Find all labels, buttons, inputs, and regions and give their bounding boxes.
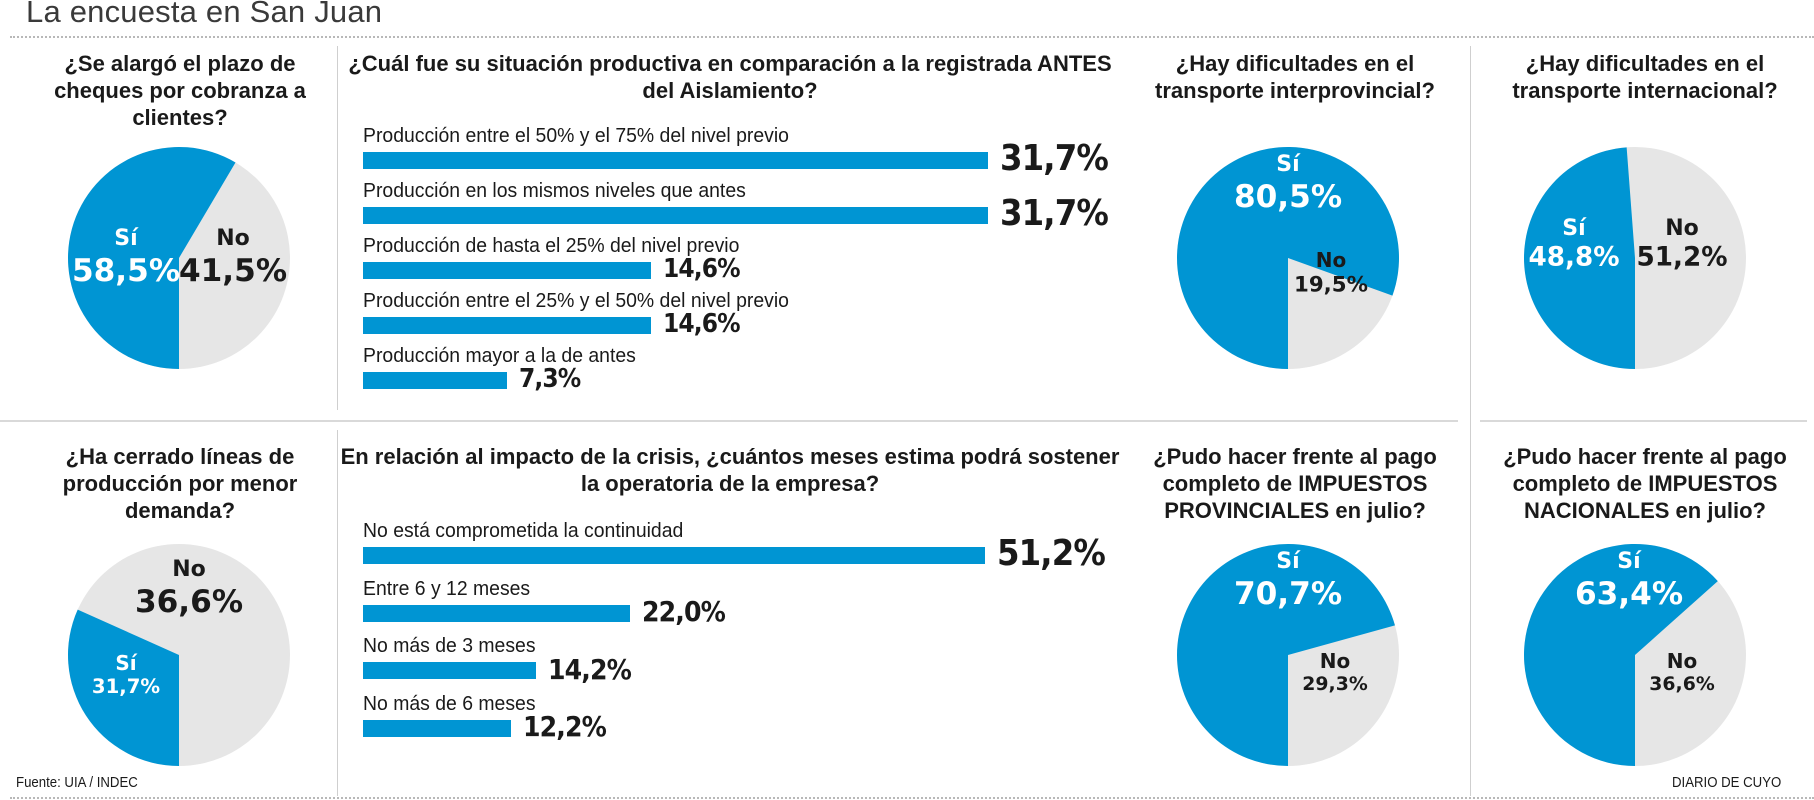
bar-category-label: Producción en los mismos niveles que ant… bbox=[363, 180, 746, 202]
bar-category-label: Producción de hasta el 25% del nivel pre… bbox=[363, 235, 740, 257]
bar-value-label: 22,0% bbox=[642, 595, 726, 629]
bar bbox=[363, 719, 512, 737]
source-note: Fuente: UIA / INDEC bbox=[16, 774, 138, 791]
pie-value-yes: 58,5% bbox=[72, 253, 180, 289]
pie-slice-yes bbox=[1177, 146, 1399, 369]
pie-chart-interprovincial: Sí 80,5% No 19,5% bbox=[1177, 146, 1399, 369]
row-divider bbox=[0, 420, 1458, 422]
pie-label-yes: Sí bbox=[1617, 549, 1642, 574]
pie-value-yes: 63,4% bbox=[1575, 576, 1683, 612]
question-nacionales: ¿Pudo hacer frente al pago completo de I… bbox=[1503, 444, 1787, 523]
pie-chart-internacional: Sí 48,8% No 51,2% bbox=[1523, 147, 1746, 369]
brand-credit: DIARIO DE CUYO bbox=[1672, 774, 1782, 791]
pie-label-yes: Sí bbox=[114, 226, 139, 251]
bar-value-label: 7,3% bbox=[518, 363, 581, 394]
bar bbox=[363, 604, 631, 622]
pie-label-no: No bbox=[1667, 649, 1697, 673]
pie-chart-provinciales: Sí 70,7% No 29,3% bbox=[1177, 544, 1399, 766]
pie-label-no: No bbox=[1320, 649, 1350, 673]
bar-category-label: Producción mayor a la de antes bbox=[363, 345, 636, 367]
pie-label-no: No bbox=[1316, 248, 1346, 272]
column-divider bbox=[337, 430, 338, 796]
bar-value-label: 14,6% bbox=[662, 308, 741, 339]
pie-chart-nacionales: Sí 63,4% No 36,6% bbox=[1524, 544, 1746, 766]
pie-slice-yes bbox=[67, 609, 179, 766]
bar-value-label: 51,2% bbox=[997, 532, 1106, 574]
pie-slice-yes bbox=[1523, 147, 1635, 369]
pie-chart-lineas: Sí 31,7% No 36,6% bbox=[67, 544, 290, 766]
pie-label-no: No bbox=[172, 557, 206, 582]
bar-category-label: No más de 3 meses bbox=[363, 635, 536, 657]
bar bbox=[363, 207, 989, 224]
bar-category-label: Producción entre el 25% y el 50% del niv… bbox=[363, 290, 789, 312]
bottom-divider bbox=[10, 797, 1814, 799]
bar bbox=[363, 662, 536, 679]
bar-value-label: 31,7% bbox=[1000, 192, 1109, 234]
question-lineas: ¿Ha cerrado líneas de producción por men… bbox=[62, 444, 298, 523]
bar-category-label: No está comprometida la continuidad bbox=[363, 520, 684, 542]
bar-value-label: 14,6% bbox=[662, 253, 741, 284]
pie-label-yes: Sí bbox=[115, 651, 137, 675]
pie-value-no: 29,3% bbox=[1302, 673, 1368, 695]
question-interprovincial: ¿Hay dificultades en el transporte inter… bbox=[1155, 51, 1435, 103]
question-internacional: ¿Hay dificultades en el transporte inter… bbox=[1512, 51, 1778, 103]
bar bbox=[363, 262, 651, 279]
pie-value-no: 36,6% bbox=[1649, 673, 1715, 695]
pie-chart-cheques: Sí 58,5% No 41,5% bbox=[67, 146, 290, 369]
bar bbox=[363, 372, 507, 389]
pie-slice-yes bbox=[1177, 544, 1395, 766]
bar-value-label: 12,2% bbox=[523, 710, 607, 744]
pie-label-yes: Sí bbox=[1276, 549, 1301, 574]
bar bbox=[363, 317, 651, 334]
bar-category-label: Entre 6 y 12 meses bbox=[363, 577, 531, 600]
question-situacion: ¿Cuál fue su situación productiva en com… bbox=[348, 51, 1112, 103]
bar-category-label: Producción entre el 50% y el 75% del niv… bbox=[363, 125, 789, 147]
bar-value-label: 31,7% bbox=[1000, 137, 1109, 179]
pie-value-yes: 48,8% bbox=[1528, 242, 1619, 272]
pie-value-yes: 70,7% bbox=[1234, 576, 1342, 612]
question-cheques: ¿Se alargó el plazo de cheques por cobra… bbox=[54, 51, 306, 130]
pie-label-no: No bbox=[1665, 216, 1699, 241]
pie-label-no: No bbox=[216, 226, 250, 251]
bar-value-label: 14,2% bbox=[547, 652, 632, 686]
pie-value-no: 19,5% bbox=[1294, 273, 1368, 298]
title-divider bbox=[10, 36, 1814, 38]
pie-value-no: 41,5% bbox=[179, 253, 287, 289]
pie-slice-yes bbox=[1524, 544, 1718, 766]
page-title: La encuesta en San Juan bbox=[26, 0, 383, 29]
pie-slice-yes bbox=[67, 146, 236, 369]
pie-label-yes: Sí bbox=[1562, 216, 1587, 241]
bar bbox=[363, 152, 989, 169]
pie-value-no: 51,2% bbox=[1636, 242, 1727, 272]
pie-value-yes: 80,5% bbox=[1234, 179, 1342, 215]
column-divider bbox=[337, 46, 338, 410]
pie-label-yes: Sí bbox=[1276, 152, 1301, 177]
pie-value-no: 36,6% bbox=[135, 584, 243, 620]
row-divider bbox=[1480, 420, 1807, 422]
column-divider bbox=[1470, 46, 1471, 796]
bar-category-label: No más de 6 meses bbox=[363, 692, 536, 715]
bar bbox=[363, 547, 986, 564]
pie-value-yes: 31,7% bbox=[92, 675, 161, 698]
question-provinciales: ¿Pudo hacer frente al pago completo de I… bbox=[1153, 444, 1437, 523]
question-meses: En relación al impacto de la crisis, ¿cu… bbox=[340, 444, 1120, 496]
